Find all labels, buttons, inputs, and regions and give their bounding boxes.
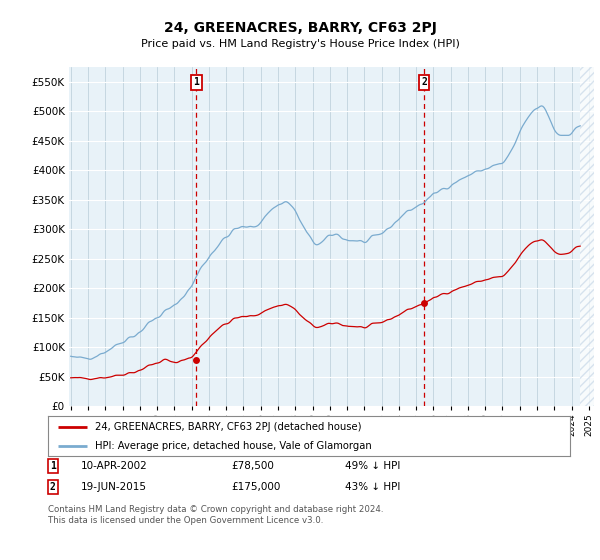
Bar: [580, 67, 594, 406]
Text: 1: 1: [50, 461, 56, 471]
Text: 43% ↓ HPI: 43% ↓ HPI: [345, 482, 400, 492]
Text: 2: 2: [50, 482, 56, 492]
Text: £175,000: £175,000: [231, 482, 280, 492]
Text: 24, GREENACRES, BARRY, CF63 2PJ (detached house): 24, GREENACRES, BARRY, CF63 2PJ (detache…: [95, 422, 361, 432]
Text: 1: 1: [194, 77, 199, 87]
Text: 49% ↓ HPI: 49% ↓ HPI: [345, 461, 400, 471]
Text: HPI: Average price, detached house, Vale of Glamorgan: HPI: Average price, detached house, Vale…: [95, 441, 372, 450]
Text: 10-APR-2002: 10-APR-2002: [81, 461, 148, 471]
Text: £78,500: £78,500: [231, 461, 274, 471]
Text: 24, GREENACRES, BARRY, CF63 2PJ: 24, GREENACRES, BARRY, CF63 2PJ: [164, 21, 436, 35]
Text: Contains HM Land Registry data © Crown copyright and database right 2024.
This d: Contains HM Land Registry data © Crown c…: [48, 505, 383, 525]
Text: 19-JUN-2015: 19-JUN-2015: [81, 482, 147, 492]
Text: 2: 2: [421, 77, 427, 87]
Text: Price paid vs. HM Land Registry's House Price Index (HPI): Price paid vs. HM Land Registry's House …: [140, 39, 460, 49]
